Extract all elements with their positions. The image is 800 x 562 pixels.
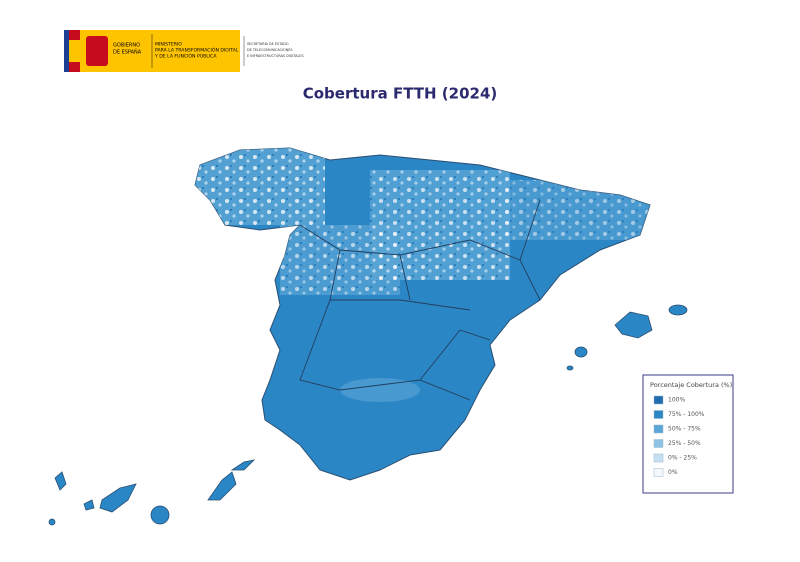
logo-text: DE ESPAÑA [113,49,142,56]
logo-text: DE TELECOMUNICACIONES [247,48,293,52]
islands [48,304,688,526]
legend-label: 100% [668,397,685,404]
logo-text: MINISTERIO [155,42,182,48]
legend-swatch [653,424,664,434]
legend-label: 75% - 100% [668,411,705,418]
logo: GOBIERNO DE ESPAÑA MINISTERIO PARA LA TR… [64,30,304,72]
legend-swatch [653,453,664,463]
legend-label: 50% - 75% [668,426,701,433]
legend-label: 25% - 50% [668,440,701,447]
legend-swatch [653,410,664,419]
logo-text: E INFRAESTRUCTURAS DIGITALES [247,54,304,58]
legend-label: 0% - 25% [668,455,697,462]
legend-title: Porcentaje Cobertura (%) [650,381,732,389]
legend-label: 0% [668,469,678,476]
logo-text: Y DE LA FUNCIÓN PÚBLICA [154,53,217,60]
legend-swatch [653,439,664,448]
legend-swatch [653,395,664,405]
legend-items: 100% 75% - 100% 50% - 75% 25% - 50% 0% - 25%… [653,395,705,477]
legend: Porcentaje Cobertura (%) 100% 75% - 100% 5… [642,374,734,494]
logo-text: PARA LA TRANSFORMACIÓN DIGITAL [155,47,239,54]
legend-swatch [653,468,664,477]
peninsula [194,147,651,481]
map-title: Cobertura FTTH (2024) [303,85,498,103]
logo-text: SECRETARÍA DE ESTADO [247,41,289,46]
logo-text: GOBIERNO [113,43,140,49]
